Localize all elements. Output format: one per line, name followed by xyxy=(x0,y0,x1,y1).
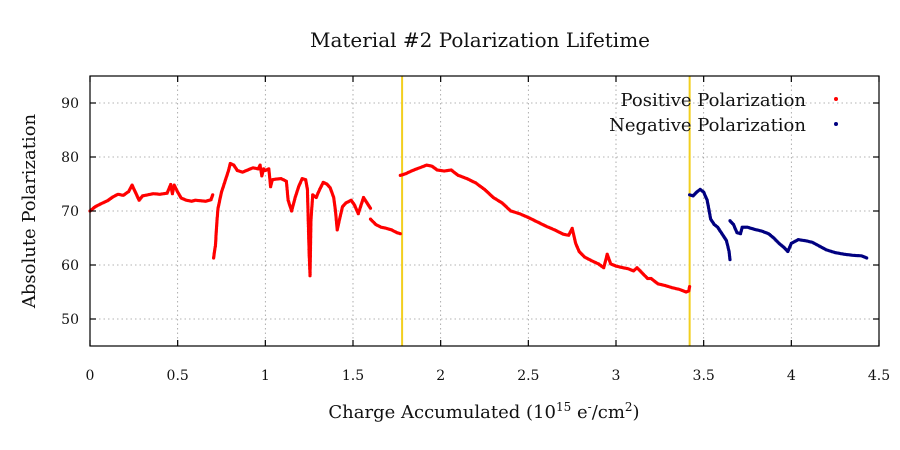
y-tick-label: 90 xyxy=(61,96,79,112)
x-tick-label: 1.5 xyxy=(342,368,364,384)
y-tick-label: 60 xyxy=(61,258,79,274)
y-tick-label: 70 xyxy=(61,204,79,220)
data-point xyxy=(688,285,692,289)
x-tick-label: 3.5 xyxy=(693,368,715,384)
legend: Positive Polarization Negative Polarizat… xyxy=(609,90,838,136)
x-tick-label: 2 xyxy=(436,368,445,384)
chart-title: Material #2 Polarization Lifetime xyxy=(310,28,650,52)
legend-label-negative: Negative Polarization xyxy=(609,115,806,136)
data-point xyxy=(728,258,732,262)
x-tick-label: 0.5 xyxy=(167,368,189,384)
vertical-markers xyxy=(401,76,691,346)
x-tick-label: 0 xyxy=(86,368,95,384)
series-positive xyxy=(88,161,692,294)
legend-marker-positive xyxy=(834,97,838,101)
legend-label-positive: Positive Polarization xyxy=(621,90,807,111)
data-point xyxy=(398,232,402,236)
series-negative xyxy=(688,187,869,262)
y-tick-label: 80 xyxy=(61,150,79,166)
x-tick-label: 1 xyxy=(261,368,270,384)
legend-marker-negative xyxy=(834,122,838,126)
x-tick-label: 4.5 xyxy=(868,368,890,384)
data-point xyxy=(368,206,373,210)
x-tick-label: 4 xyxy=(787,368,796,384)
data-points xyxy=(88,161,869,294)
axis-ticks: 0 0.5 1 1.5 2 2.5 3 3.5 4 4.5 50 60 70 80 90 xyxy=(61,76,890,384)
x-axis-label: Charge Accumulated (1015 e-/cm2) xyxy=(328,400,639,423)
data-point xyxy=(865,256,869,260)
grid xyxy=(90,76,879,346)
x-tick-label: 2.5 xyxy=(517,368,539,384)
x-tick-label: 3 xyxy=(612,368,621,384)
y-axis-label: Absolute Polarization xyxy=(19,113,40,309)
y-tick-label: 50 xyxy=(61,312,79,328)
data-point xyxy=(211,193,215,197)
